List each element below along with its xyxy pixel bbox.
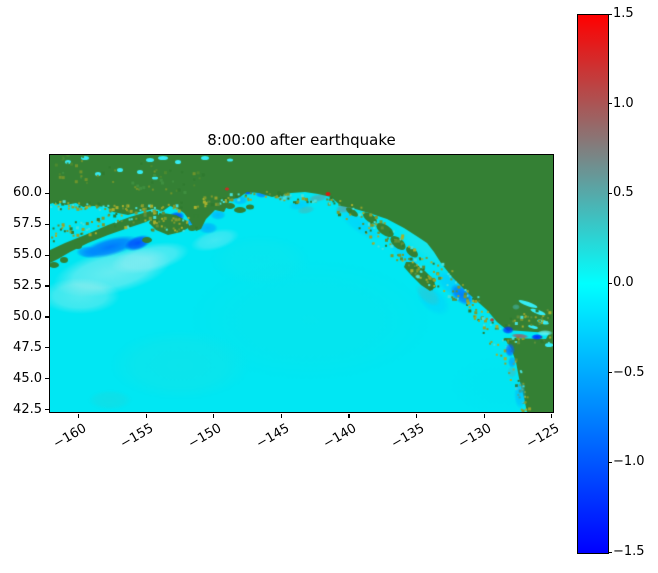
x-tick-label: −135 [388,421,427,452]
y-tick-mark [45,192,49,194]
x-tick-label: −150 [185,421,225,452]
colorbar-tick-label: −1.5 [613,544,645,559]
y-tick-mark [45,316,49,318]
y-tick-mark [45,285,49,287]
colorbar-tick-mark [608,282,612,284]
map-axes [49,154,554,413]
colorbar-tick-mark [608,103,612,105]
x-tick-mark [77,414,80,418]
y-tick-label: 55.0 [13,247,42,263]
y-tick-mark [45,223,49,225]
x-tick-mark [551,414,553,418]
colorbar-tick-label: −0.5 [613,364,645,380]
x-tick-mark [415,414,418,418]
x-tick-label: −125 [523,421,563,452]
y-tick-label: 45.0 [13,370,42,386]
colorbar-tick-label: 1.0 [613,95,634,111]
colorbar-tick-label: 0.0 [613,275,634,290]
x-tick-mark [483,414,485,418]
x-tick-label: −155 [118,421,157,452]
x-tick-mark [280,414,282,418]
x-tick-mark [348,414,350,418]
y-tick-label: 52.5 [13,277,42,293]
y-tick-mark [45,378,49,380]
colorbar-tick-label: −1.0 [613,454,645,470]
x-tick-label: −130 [456,421,495,452]
colorbar [577,14,609,554]
colorbar-gradient [578,15,608,553]
x-tick-label: −140 [320,421,360,452]
y-tick-mark [45,347,49,349]
colorbar-tick-mark [608,551,612,553]
y-tick-mark [45,409,49,411]
colorbar-tick-mark [608,192,612,195]
x-tick-label: −160 [50,421,89,452]
x-tick-mark [213,414,215,418]
colorbar-tick-mark [608,461,612,464]
y-tick-mark [45,254,49,256]
colorbar-tick-mark [608,372,612,374]
colorbar-tick-label: 1.5 [613,6,634,21]
y-tick-label: 60.0 [13,185,42,201]
x-tick-label: −145 [253,421,292,452]
y-tick-label: 47.5 [13,339,42,355]
y-tick-label: 50.0 [13,308,42,324]
plot-title: 8:00:00 after earthquake [207,131,396,149]
y-tick-label: 57.5 [13,216,42,232]
colorbar-tick-mark [608,13,612,15]
heatmap-canvas [50,155,553,412]
y-tick-label: 42.5 [13,401,42,417]
colorbar-tick-label: 0.5 [613,185,634,201]
x-tick-mark [145,414,147,418]
